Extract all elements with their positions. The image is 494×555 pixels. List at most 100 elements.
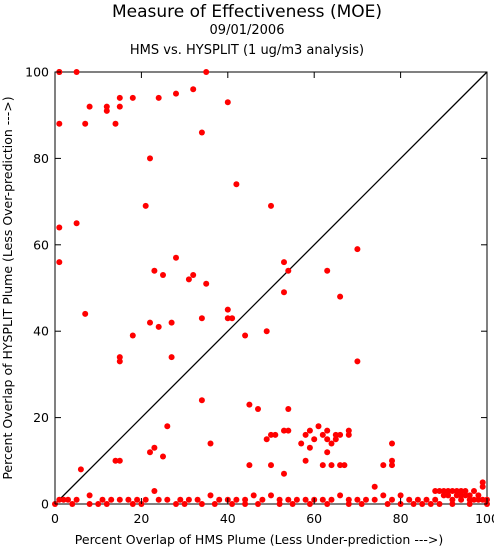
data-point — [345, 431, 352, 438]
data-point — [56, 496, 63, 503]
data-point — [371, 483, 378, 490]
data-point — [56, 224, 63, 231]
data-point — [147, 155, 153, 162]
data-point — [129, 332, 136, 339]
data-point — [198, 129, 205, 136]
data-point — [276, 496, 283, 503]
data-point — [281, 427, 287, 434]
data-point — [255, 406, 261, 412]
data-point — [432, 496, 439, 503]
data-point — [160, 272, 166, 278]
data-point — [147, 449, 153, 456]
data-point — [306, 444, 313, 451]
data-point — [181, 501, 188, 507]
data-point — [354, 358, 361, 365]
data-point — [190, 272, 197, 278]
data-point — [69, 501, 76, 507]
data-point — [315, 423, 322, 430]
data-point — [112, 457, 119, 464]
data-point — [324, 501, 331, 507]
data-point — [224, 315, 231, 322]
data-point — [272, 431, 279, 438]
data-point — [151, 488, 158, 494]
data-point — [453, 492, 460, 499]
data-point — [268, 431, 274, 438]
data-point — [147, 319, 153, 326]
data-point — [103, 501, 110, 507]
data-point — [302, 431, 309, 438]
data-point — [306, 501, 313, 507]
data-point — [268, 492, 274, 499]
data-point — [285, 496, 292, 503]
data-point — [479, 496, 486, 503]
data-point — [328, 462, 335, 469]
chart-title: Measure of Effectiveness (MOE) — [112, 2, 382, 22]
y-axis-label: Percent Overlap of HYSPLIT Plume (Less O… — [0, 96, 15, 479]
data-point — [358, 501, 365, 507]
data-point — [134, 496, 141, 503]
data-point — [423, 496, 430, 503]
data-point — [255, 501, 261, 507]
data-point — [285, 427, 292, 434]
data-point — [203, 69, 210, 75]
data-point — [86, 103, 93, 110]
data-point — [475, 496, 482, 503]
data-point — [116, 103, 123, 110]
data-point — [198, 397, 205, 404]
y-tick-label: 20 — [33, 410, 49, 425]
reference-diagonal-line — [54, 71, 488, 505]
data-point — [419, 501, 426, 507]
data-point — [462, 492, 469, 499]
data-point — [462, 488, 469, 494]
data-point — [242, 496, 249, 503]
data-point — [479, 479, 486, 486]
data-point — [410, 501, 417, 507]
data-point — [168, 319, 175, 326]
x-axis-label: Percent Overlap of HMS Plume (Less Under… — [75, 532, 443, 547]
data-point — [345, 496, 352, 503]
data-point — [285, 406, 292, 412]
data-point — [216, 496, 223, 503]
data-point — [458, 492, 465, 499]
data-point — [56, 259, 63, 266]
data-point — [371, 496, 378, 503]
data-point — [466, 501, 473, 507]
data-point — [194, 496, 201, 503]
data-point — [324, 427, 331, 434]
data-point — [337, 293, 344, 300]
data-point — [168, 354, 175, 361]
data-point — [384, 501, 391, 507]
data-point — [211, 501, 218, 507]
data-point — [151, 444, 158, 451]
data-point — [471, 496, 477, 503]
data-point — [268, 202, 274, 209]
data-point — [142, 202, 149, 209]
data-point — [380, 462, 387, 469]
data-point — [302, 457, 309, 464]
data-point — [449, 488, 456, 494]
data-point — [65, 496, 71, 503]
data-point — [77, 466, 84, 473]
data-point — [285, 267, 292, 274]
data-point — [155, 323, 162, 330]
data-point — [86, 492, 93, 499]
data-point — [449, 501, 456, 507]
data-point — [281, 470, 287, 477]
y-tick-label: 100 — [25, 65, 49, 80]
data-point — [440, 488, 447, 494]
data-point — [112, 120, 119, 127]
data-point — [198, 501, 205, 507]
data-point — [56, 120, 63, 127]
data-point — [185, 276, 192, 283]
x-tick-label: 40 — [220, 511, 236, 526]
plot-frame — [54, 71, 488, 505]
data-point — [82, 120, 89, 127]
data-point — [268, 462, 274, 469]
data-point — [432, 488, 439, 494]
data-point — [155, 94, 162, 101]
data-point — [389, 496, 395, 503]
y-axis-ticks: 0 20 40 60 80 100 — [25, 65, 487, 512]
x-tick-label: 20 — [133, 511, 149, 526]
data-point — [337, 462, 344, 469]
